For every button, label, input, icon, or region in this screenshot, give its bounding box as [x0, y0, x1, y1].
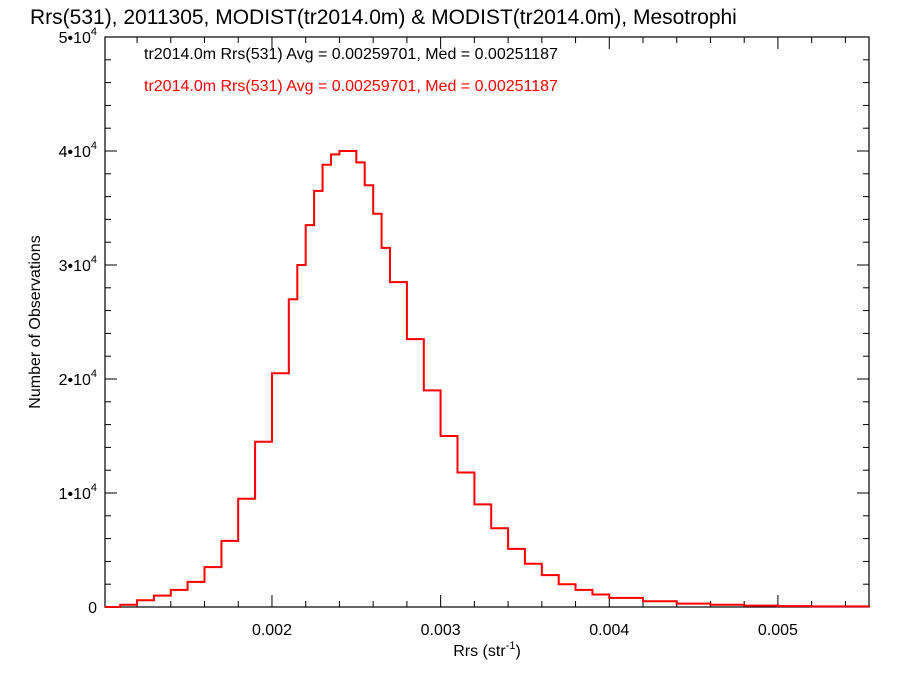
x-tick-label: 0.005: [758, 622, 798, 639]
x-axis-label-text: Rrs (str: [453, 643, 506, 660]
legend: tr2014.0m Rrs(531) Avg = 0.00259701, Med…: [144, 46, 558, 95]
series-line-red: [105, 150, 870, 608]
x-axis-label-close: ): [515, 643, 520, 660]
y-axis-label: Number of Observations: [27, 235, 44, 408]
legend-entry-black: tr2014.0m Rrs(531) Avg = 0.00259701, Med…: [144, 46, 558, 63]
x-tick-label: 0.004: [589, 622, 629, 639]
x-tick-label: 0.002: [252, 622, 292, 639]
y-tick-label: 0: [88, 600, 97, 617]
y-tick-label: 3•104: [59, 254, 97, 275]
x-tick-label: 0.003: [421, 622, 461, 639]
y-tick-label: 5•104: [59, 26, 97, 47]
series-line-black: [105, 150, 870, 608]
plot-area: 0.002 0.003 0.004 0.005 0 1•104 2•104 3•104 4•1…: [59, 26, 870, 639]
y-tick-label: 4•104: [59, 140, 97, 161]
plot-frame: [104, 36, 870, 608]
y-tick-label: 1•104: [59, 482, 97, 503]
y-axis-ticks: 0 1•104 2•104 3•104 4•104 5•104: [59, 26, 869, 617]
series-layer: [105, 150, 870, 608]
x-axis-label-exponent: -1: [506, 640, 516, 652]
x-axis-label: Rrs (str-1): [453, 640, 521, 660]
x-axis-ticks: 0.002 0.003 0.004 0.005: [136, 37, 846, 639]
y-tick-label: 2•104: [59, 368, 97, 389]
legend-entry-red: tr2014.0m Rrs(531) Avg = 0.00259701, Med…: [144, 78, 558, 95]
chart-title: Rrs(531), 2011305, MODIST(tr2014.0m) & M…: [30, 6, 737, 29]
